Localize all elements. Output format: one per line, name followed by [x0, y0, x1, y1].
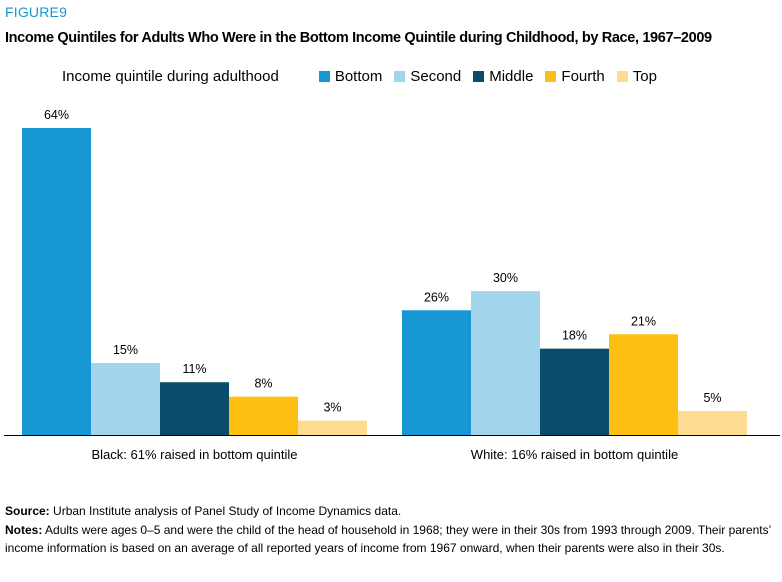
notes-line: Notes: Adults were ages 0–5 and were the…: [5, 521, 780, 558]
legend-label-middle: Middle: [489, 67, 534, 85]
chart-title: Income Quintiles for Adults Who Were in …: [5, 30, 712, 46]
notes-section: Source: Urban Institute analysis of Pane…: [5, 502, 780, 558]
bar-bottom-0: [22, 128, 91, 435]
figure-label: FIGURE9: [5, 4, 68, 20]
legend-swatch-fourth: [545, 70, 557, 82]
notes-text: Adults were ages 0–5 and were the child …: [5, 522, 771, 556]
bar-top-1: [678, 411, 747, 435]
bar-second-0: [91, 363, 160, 435]
bar-fourth-0: [229, 396, 298, 435]
legend-item-second: Second: [394, 68, 461, 85]
data-label-second-0: 15%: [113, 343, 138, 357]
legend-items: Bottom Second Middle Fourth Top: [318, 67, 669, 85]
legend-item-bottom: Bottom: [318, 67, 383, 85]
legend-item-middle: Middle: [473, 68, 533, 85]
data-label-middle-1: 18%: [562, 329, 587, 343]
legend-item-top: Top: [616, 67, 657, 85]
legend-label-fourth: Fourth: [561, 67, 605, 85]
notes-label: Notes:: [5, 522, 43, 537]
bar-second-1: [471, 291, 540, 435]
legend-label-second: Second: [410, 67, 462, 85]
data-label-top-1: 5%: [703, 391, 721, 405]
bar-middle-0: [160, 382, 229, 435]
data-label-bottom-1: 26%: [424, 290, 449, 304]
x-tick-label-black: Black: 61% raised in bottom quintile: [92, 447, 298, 462]
bar-bottom-1: [402, 310, 471, 435]
source-line: Source: Urban Institute analysis of Pane…: [5, 502, 780, 521]
source-label: Source:: [5, 504, 50, 518]
data-label-fourth-0: 8%: [254, 377, 272, 391]
bar-group-black: 64% 15% 11% 8% 3%: [22, 108, 367, 435]
data-label-second-1: 30%: [493, 271, 518, 285]
bar-group-white: 26% 30% 18% 21% 5%: [402, 271, 747, 435]
bar-middle-1: [540, 348, 609, 435]
legend-label-top: Top: [632, 67, 657, 85]
data-label-middle-0: 11%: [182, 362, 206, 376]
bar-top-0: [298, 420, 367, 435]
legend-swatch-middle: [473, 70, 485, 82]
data-label-fourth-1: 21%: [631, 314, 656, 328]
legend-swatch-bottom: [318, 70, 330, 82]
bar-chart: 64% 15% 11% 8% 3% Black: 61% raised in bottom…: [4, 108, 780, 462]
source-text: Urban Institute analysis of Panel Study …: [53, 504, 402, 518]
legend-swatch-top: [616, 70, 628, 82]
data-label-bottom-0: 64%: [44, 108, 69, 122]
legend: Income quintile during adulthood Bottom S…: [62, 66, 669, 86]
legend-title: Income quintile during adulthood: [62, 67, 279, 85]
bar-fourth-1: [609, 334, 678, 435]
legend-label-bottom: Bottom: [334, 67, 383, 85]
legend-swatch-second: [394, 70, 406, 82]
data-label-top-0: 3%: [323, 401, 341, 415]
x-tick-label-white: White: 16% raised in bottom quintile: [471, 447, 678, 462]
legend-item-fourth: Fourth: [545, 67, 605, 85]
